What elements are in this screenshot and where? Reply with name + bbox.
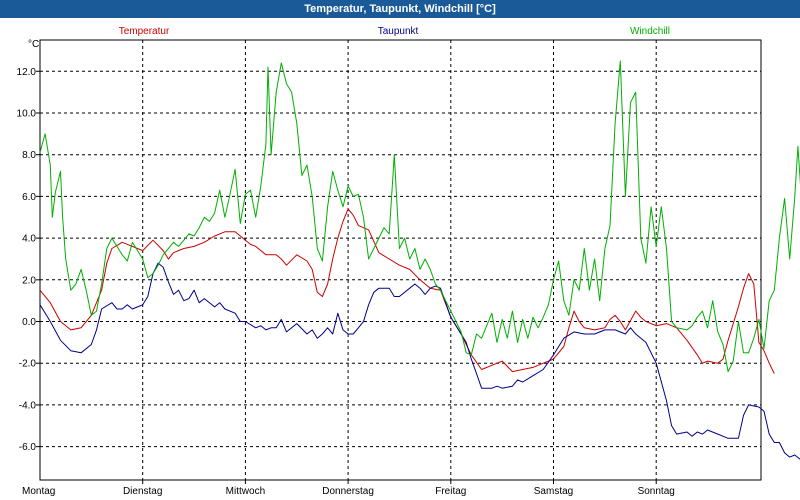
- gridlines: [40, 40, 761, 480]
- y-tick-label: -2.0: [19, 359, 37, 370]
- legend-temperatur: Temperatur: [119, 26, 170, 37]
- chart-title: Temperatur, Taupunkt, Windchill [°C]: [304, 3, 496, 15]
- chart-title-bar: Temperatur, Taupunkt, Windchill [°C]: [0, 0, 800, 18]
- series-line-temperatur: [39, 208, 775, 374]
- x-day-label: Samstag: [534, 486, 573, 497]
- x-day-label: Mittwoch: [226, 486, 265, 497]
- x-day-label: Sonntag: [638, 486, 675, 497]
- y-tick-label: 6.0: [22, 192, 36, 203]
- x-day-label: Dienstag: [123, 486, 162, 497]
- legend-windchill: Windchill: [630, 26, 670, 37]
- series-line-windchill: [39, 60, 800, 373]
- y-tick-label: -6.0: [19, 442, 37, 453]
- x-day-label: Freitag: [435, 486, 466, 497]
- y-tick-label: 10.0: [17, 108, 37, 119]
- y-tick-label: -4.0: [19, 400, 37, 411]
- y-axis-unit: °C: [28, 39, 39, 50]
- y-tick-label: 2.0: [22, 275, 36, 286]
- y-tick-label: 4.0: [22, 234, 36, 245]
- plot-area: [39, 39, 762, 481]
- weather-chart: 12.0 10.0 8.0 6.0 4.0 2.0 0.0 -2.0 -4.0 -6.0 Mont…: [17, 26, 800, 500]
- x-day-label: Montag: [22, 486, 55, 497]
- y-axis-ticks: 12.0 10.0 8.0 6.0 4.0 2.0 0.0 -2.0 -4.0 -6.0: [17, 67, 40, 453]
- y-tick-label: 0.0: [22, 317, 36, 328]
- x-axis-ticks: Montag10.02.25Dienstag11.02.25Mittwoch12…: [20, 480, 676, 500]
- series-line-taupunkt: [39, 262, 800, 460]
- y-tick-label: 8.0: [22, 150, 36, 161]
- legend-taupunkt: Taupunkt: [378, 26, 419, 37]
- y-tick-label: 12.0: [17, 67, 37, 78]
- series-lines: [39, 60, 800, 460]
- x-day-label: Donnerstag: [322, 486, 374, 497]
